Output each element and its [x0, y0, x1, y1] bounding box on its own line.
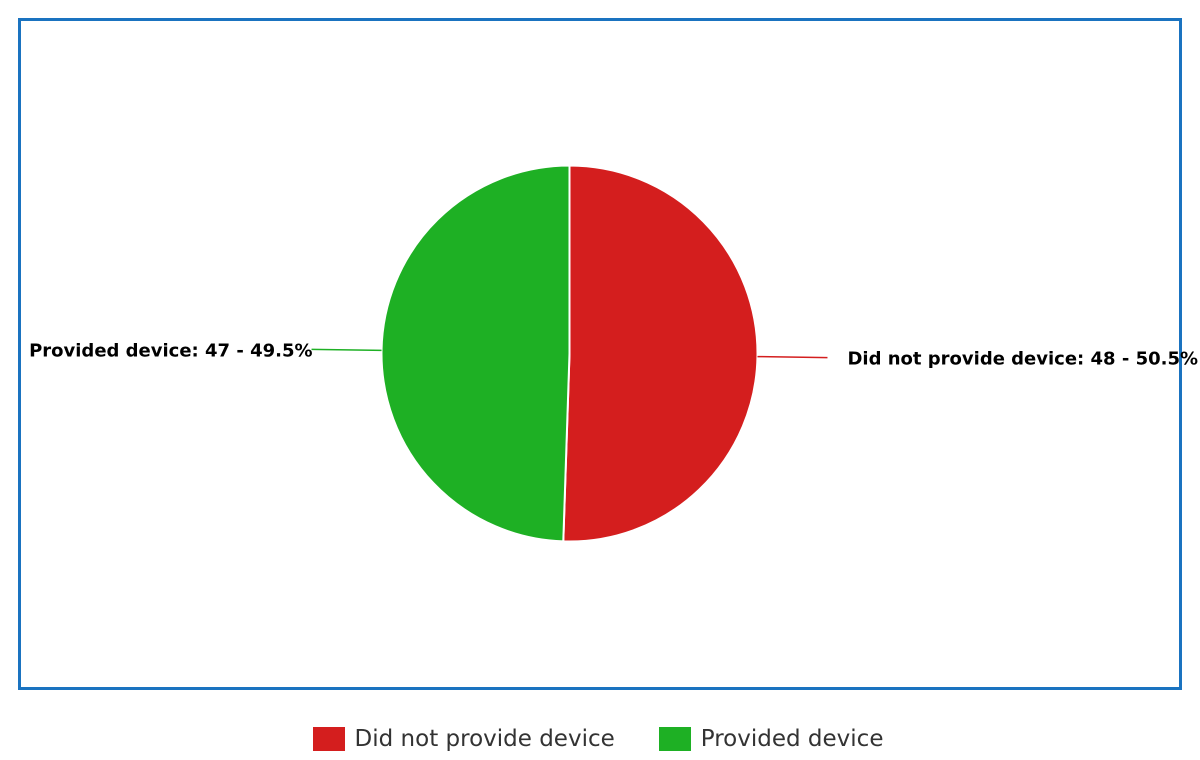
- legend-swatch-provided: [658, 727, 691, 751]
- legend-label-did-not-provide: Did not provide device: [354, 726, 615, 752]
- connector-line-provided: [311, 348, 382, 352]
- legend: Did not provide device Provided device: [0, 722, 1198, 756]
- legend-item-provided[interactable]: Provided device: [658, 726, 884, 752]
- pie-slice-provided[interactable]: [380, 164, 571, 543]
- pie-chart: Did not provide device: 48 - 50.5% Provid…: [29, 164, 1198, 543]
- legend-item-did-not-provide[interactable]: Did not provide device: [312, 726, 615, 752]
- chart-frame: Did not provide device: 48 - 50.5% Provid…: [18, 18, 1198, 690]
- legend-label-provided: Provided device: [700, 726, 884, 752]
- pie-slice-did-not-provide[interactable]: [562, 164, 759, 543]
- legend-swatch-did-not-provide: [312, 727, 345, 751]
- slice-label-did-not-provide: Did not provide device: 48 - 50.5%: [847, 349, 1198, 370]
- slice-label-provided: Provided device: 47 - 49.5%: [29, 340, 312, 361]
- connector-line-did-not-provide: [757, 355, 828, 359]
